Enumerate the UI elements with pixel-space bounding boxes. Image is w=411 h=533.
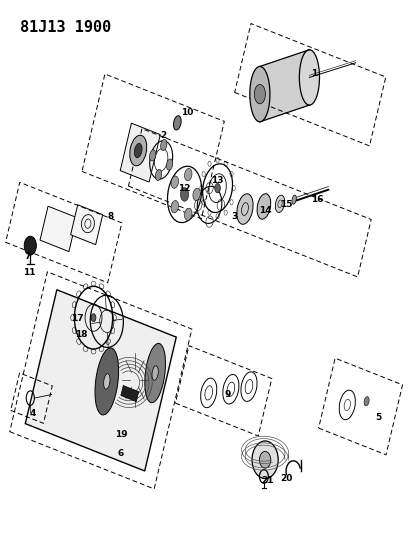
Ellipse shape bbox=[252, 441, 278, 479]
Text: 13: 13 bbox=[211, 176, 224, 185]
Ellipse shape bbox=[155, 169, 162, 181]
Ellipse shape bbox=[150, 150, 156, 161]
Text: 10: 10 bbox=[181, 108, 194, 117]
Ellipse shape bbox=[91, 314, 96, 321]
Text: 8: 8 bbox=[108, 212, 114, 221]
Text: 2: 2 bbox=[160, 132, 166, 140]
Text: 12: 12 bbox=[178, 184, 191, 192]
Text: 15: 15 bbox=[280, 200, 292, 209]
Text: 11: 11 bbox=[23, 268, 35, 277]
Ellipse shape bbox=[171, 176, 178, 188]
Text: 21: 21 bbox=[262, 476, 274, 485]
Text: 7: 7 bbox=[24, 252, 31, 261]
Text: 6: 6 bbox=[118, 449, 124, 458]
Text: 9: 9 bbox=[224, 390, 231, 399]
Polygon shape bbox=[71, 205, 103, 245]
Ellipse shape bbox=[250, 67, 270, 122]
Ellipse shape bbox=[180, 188, 189, 201]
Ellipse shape bbox=[259, 451, 271, 468]
Bar bbox=[121, 385, 139, 402]
Text: 81J13 1900: 81J13 1900 bbox=[20, 20, 111, 35]
Ellipse shape bbox=[275, 195, 285, 213]
Text: 4: 4 bbox=[30, 409, 36, 418]
Text: 14: 14 bbox=[259, 206, 271, 215]
Ellipse shape bbox=[185, 208, 192, 221]
Text: 18: 18 bbox=[75, 330, 88, 339]
Text: 5: 5 bbox=[376, 414, 382, 423]
Ellipse shape bbox=[237, 194, 253, 224]
Ellipse shape bbox=[130, 135, 147, 166]
Polygon shape bbox=[120, 123, 160, 182]
Ellipse shape bbox=[173, 116, 181, 130]
Ellipse shape bbox=[95, 348, 119, 415]
Ellipse shape bbox=[364, 397, 369, 406]
Text: 17: 17 bbox=[71, 314, 84, 323]
Text: 19: 19 bbox=[115, 430, 127, 439]
Ellipse shape bbox=[145, 343, 166, 403]
Ellipse shape bbox=[166, 159, 173, 170]
Ellipse shape bbox=[292, 195, 296, 204]
Polygon shape bbox=[260, 50, 309, 122]
Ellipse shape bbox=[24, 236, 36, 255]
Polygon shape bbox=[25, 290, 176, 471]
Ellipse shape bbox=[215, 183, 220, 193]
Ellipse shape bbox=[185, 168, 192, 181]
Ellipse shape bbox=[254, 84, 266, 104]
Ellipse shape bbox=[299, 50, 319, 105]
Text: 3: 3 bbox=[231, 212, 238, 221]
Text: 16: 16 bbox=[311, 195, 324, 204]
Text: 20: 20 bbox=[280, 473, 292, 482]
Ellipse shape bbox=[134, 143, 142, 158]
Text: 1: 1 bbox=[311, 69, 317, 78]
Ellipse shape bbox=[152, 366, 158, 380]
Ellipse shape bbox=[257, 193, 271, 219]
Ellipse shape bbox=[193, 188, 201, 200]
Ellipse shape bbox=[104, 374, 110, 389]
Ellipse shape bbox=[161, 139, 167, 150]
Polygon shape bbox=[40, 206, 77, 252]
Ellipse shape bbox=[171, 200, 178, 213]
